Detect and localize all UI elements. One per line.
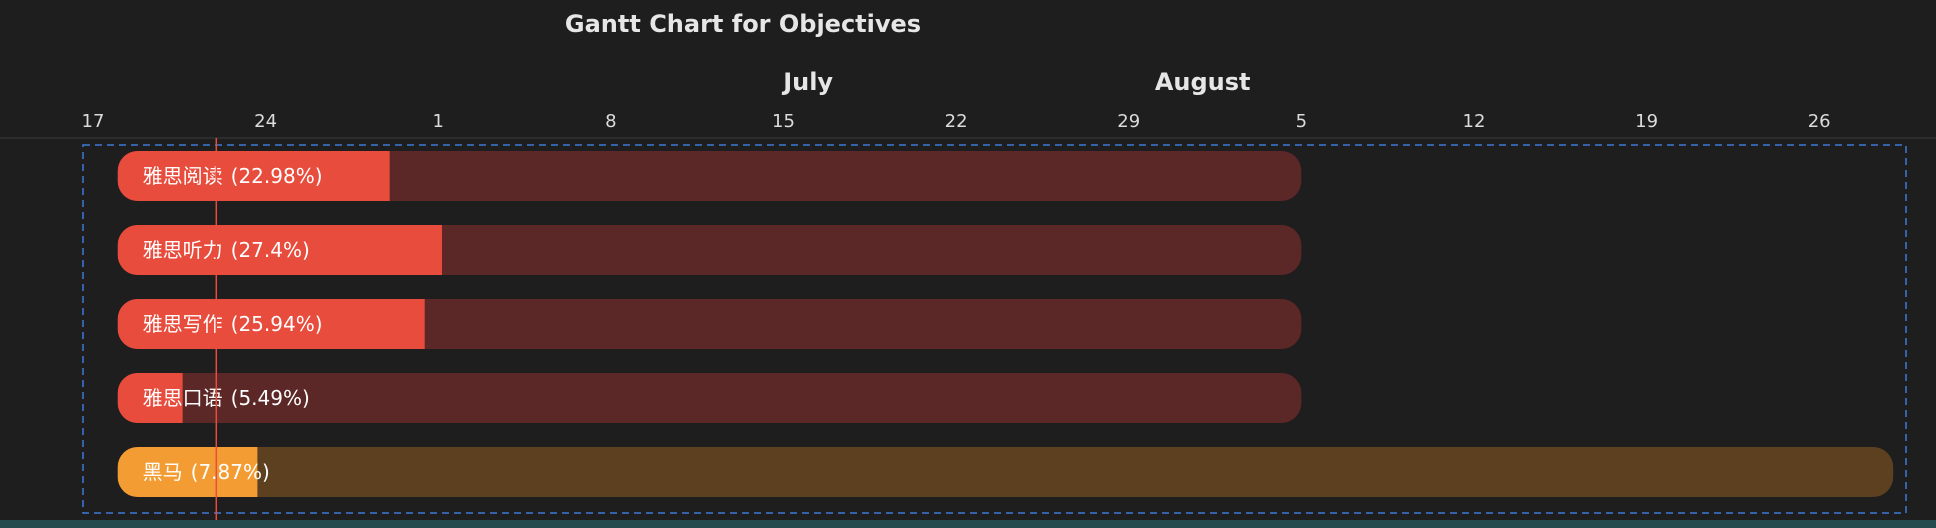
task-bar-track[interactable] [117, 447, 1894, 497]
task-progress-label: (5.49%) [231, 386, 310, 410]
task-progress-label: (22.98%) [231, 164, 323, 188]
tick-label: 19 [1635, 111, 1658, 132]
task-bars: 雅思阅读 (22.98%) 雅思听力 (27.4%) 雅思写作 (25.94%) 雅思口语 (… [117, 151, 1894, 497]
task-bar-track[interactable] [117, 151, 1302, 201]
task-label: 雅思写作 (25.94%) [143, 312, 323, 336]
task-label: 黑马 (7.87%) [143, 460, 270, 484]
task-label: 雅思阅读 (22.98%) [143, 164, 323, 188]
bottom-status-strip [0, 520, 1936, 528]
task-bar-row[interactable]: 雅思听力 (27.4%) [117, 225, 1302, 275]
task-progress-label: (27.4%) [231, 238, 310, 262]
task-bar-track[interactable] [117, 373, 1302, 423]
chart-title: Gantt Chart for Objectives [565, 10, 921, 38]
tick-label: 1 [433, 111, 444, 132]
tick-label: 29 [1117, 111, 1140, 132]
tick-label: 5 [1296, 111, 1307, 132]
task-label: 雅思口语 (5.49%) [143, 386, 310, 410]
tick-label: 15 [772, 111, 795, 132]
tick-label: 8 [605, 111, 616, 132]
task-progress-fill [117, 225, 442, 275]
tick-label: 12 [1463, 111, 1486, 132]
tick-label: 24 [254, 111, 277, 132]
task-bar-row[interactable]: 雅思写作 (25.94%) [117, 299, 1302, 349]
month-labels: July August [781, 68, 1250, 96]
tick-label: 17 [82, 111, 105, 132]
month-label: July [781, 68, 833, 96]
task-bar-row[interactable]: 雅思口语 (5.49%) [117, 373, 1302, 423]
tick-label: 22 [945, 111, 968, 132]
task-name: 雅思口语 [143, 386, 223, 410]
task-progress-label: (7.87%) [191, 460, 270, 484]
task-progress-fill [117, 447, 258, 497]
selection-box[interactable] [82, 144, 1907, 514]
task-name: 黑马 [143, 460, 183, 484]
date-axis-ticks: 17 24 1 8 15 22 29 5 12 19 26 [82, 111, 1831, 132]
task-name: 雅思听力 [143, 238, 223, 262]
task-progress-fill [117, 151, 390, 201]
task-progress-fill [117, 373, 183, 423]
task-progress-fill [117, 299, 425, 349]
task-bar-row[interactable]: 黑马 (7.87%) [117, 447, 1894, 497]
task-progress-label: (25.94%) [231, 312, 323, 336]
task-name: 雅思写作 [143, 312, 223, 336]
task-name: 雅思阅读 [143, 164, 223, 188]
task-bar-row[interactable]: 雅思阅读 (22.98%) [117, 151, 1302, 201]
task-label: 雅思听力 (27.4%) [143, 238, 310, 262]
tick-label: 26 [1808, 111, 1831, 132]
month-label: August [1155, 68, 1251, 96]
